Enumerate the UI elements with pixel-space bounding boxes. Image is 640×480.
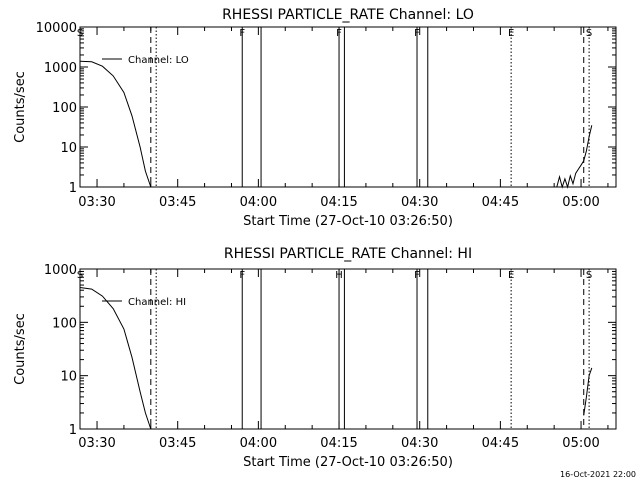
x-axis-label: Start Time (27-Oct-10 03:26:50): [243, 214, 453, 229]
x-tick-label: 04:30: [401, 436, 438, 451]
x-tick-label: 03:30: [78, 436, 115, 451]
y-tick-label: 10: [60, 370, 77, 385]
event-label: F: [336, 28, 342, 39]
event-label: F: [414, 28, 420, 39]
x-tick-label: 05:00: [562, 436, 599, 451]
chart-title: RHESSI PARTICLE_RATE Channel: LO: [222, 7, 474, 23]
event-label: E: [508, 270, 514, 281]
x-tick-label: 04:15: [320, 195, 357, 210]
event-label: S: [77, 28, 83, 39]
y-axis-label: Counts/sec: [13, 313, 28, 385]
series-line: [79, 60, 593, 189]
y-tick-label: 1000: [44, 61, 77, 76]
x-tick-label: 04:45: [482, 436, 519, 451]
x-tick-label: 04:45: [482, 195, 519, 210]
y-tick-label: 1000: [44, 263, 77, 278]
x-tick-label: 03:45: [159, 195, 196, 210]
series-line: [79, 287, 593, 430]
x-tick-label: 05:00: [562, 195, 599, 210]
x-tick-label: 04:00: [240, 436, 277, 451]
event-label: F: [239, 270, 245, 281]
event-label: F: [414, 270, 420, 281]
plot-timestamp: 16-Oct-2021 22:00: [560, 470, 636, 479]
event-label: E: [508, 28, 514, 39]
y-tick-label: 1: [69, 181, 77, 196]
x-axis-label: Start Time (27-Oct-10 03:26:50): [243, 455, 453, 470]
event-label: F: [239, 28, 245, 39]
y-axis-label: Counts/sec: [13, 71, 28, 143]
y-tick-label: 1: [69, 423, 77, 438]
chart-title: RHESSI PARTICLE_RATE Channel: HI: [224, 246, 472, 262]
y-tick-label: 10000: [36, 21, 77, 36]
x-tick-label: 03:45: [159, 436, 196, 451]
plot-frame: [79, 268, 617, 430]
event-label: S: [77, 270, 83, 281]
x-tick-label: 04:00: [240, 195, 277, 210]
chart-panel-2: RHESSI PARTICLE_RATE Channel: HI Start Ti…: [13, 246, 617, 470]
x-tick-label: 03:30: [78, 195, 115, 210]
y-tick-label: 100: [52, 316, 77, 331]
legend-label: Channel: LO: [128, 55, 189, 66]
y-tick-label: 100: [52, 101, 77, 116]
legend-label: Channel: HI: [128, 297, 186, 308]
event-label: S: [586, 28, 592, 39]
event-label: S: [586, 270, 592, 281]
event-label: H: [335, 270, 343, 281]
y-tick-label: 10: [60, 141, 77, 156]
x-tick-label: 04:30: [401, 195, 438, 210]
x-tick-label: 04:15: [320, 436, 357, 451]
chart-panel-1: RHESSI PARTICLE_RATE Channel: LO Start Ti…: [13, 7, 617, 229]
